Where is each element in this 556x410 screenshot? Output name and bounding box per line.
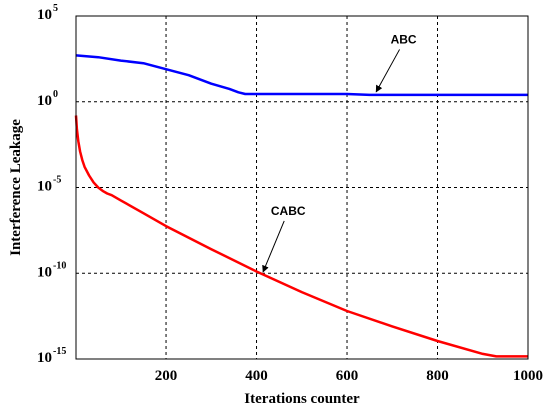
series-line-cabc <box>74 115 528 358</box>
y-tick-label: 10 <box>37 7 52 23</box>
annotation-abc: ABC <box>391 32 417 46</box>
y-axis-label: Interference Leakage <box>8 119 24 256</box>
series-line-abc <box>75 54 528 97</box>
annotation-arrow <box>262 220 285 273</box>
x-tick-label: 200 <box>155 368 178 384</box>
y-tick-exponent: -5 <box>53 175 61 186</box>
y-tick-label: 10 <box>37 264 52 280</box>
x-tick-label: 400 <box>245 368 268 384</box>
y-tick-exponent: -15 <box>53 346 66 357</box>
x-tick-label: 600 <box>336 368 359 384</box>
x-tick-label: 1000 <box>513 368 543 384</box>
y-tick-label: 10 <box>37 93 52 109</box>
y-tick-exponent: 5 <box>53 3 58 14</box>
grid-lines <box>76 16 528 359</box>
annotation-arrow <box>375 49 401 93</box>
x-axis-label: Iterations counter <box>244 391 360 407</box>
series-layer <box>74 54 528 358</box>
y-tick-label: 10 <box>37 179 52 195</box>
annotations: ABC CABC <box>262 32 417 273</box>
plot-frame <box>75 15 529 360</box>
y-tick-exponent: -10 <box>53 260 66 271</box>
annotation-cabc: CABC <box>271 204 306 218</box>
x-tick-label: 800 <box>426 368 449 384</box>
y-tick-exponent: 0 <box>53 89 58 100</box>
y-tick-label: 10 <box>37 350 52 366</box>
